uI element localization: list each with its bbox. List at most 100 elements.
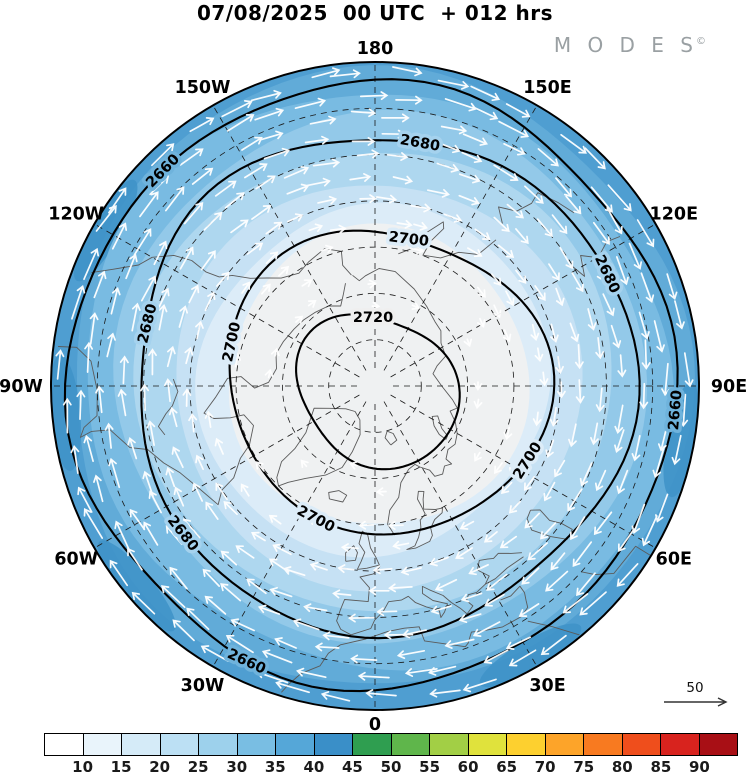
wind-arrow [595,336,605,360]
wind-arrow [214,437,224,455]
wind-arrow [192,482,204,502]
wind-arrow [246,242,264,255]
wind-arrow [226,113,255,132]
wind-arrow [443,213,463,223]
wind-arrow [468,563,489,576]
wind-arrow [179,148,204,166]
wind-arrow [493,304,502,319]
wind-arrow [83,434,94,463]
wind-arrow [568,423,577,448]
colorbar-cell [276,734,315,755]
wind-arrow [392,540,410,550]
colorbar-tick-label: 30 [226,758,248,776]
wind-arrow [683,352,694,388]
colorbar-tick-label: 65 [496,758,518,776]
latitude-circle [281,292,468,479]
wind-arrow [458,194,480,206]
wind-arrow [257,604,281,615]
shading-band [228,223,530,524]
wind-arrow [220,583,242,602]
wind-arrow [392,66,423,77]
wind-arrow [140,275,157,302]
wind-arrow [259,130,284,141]
wind-arrow [383,630,414,640]
wind-arrow [274,637,297,649]
wind-arrow [358,520,375,530]
coastline [406,490,443,551]
wind-arrow [164,186,185,212]
wind-arrow [388,583,413,593]
wind-arrow [584,147,606,170]
wind-arrow [83,247,100,281]
wind-arrow [576,572,596,597]
wind-arrow [349,173,372,182]
wind-arrow [261,649,293,664]
wind-arrow [509,461,518,476]
longitude-line [390,394,656,549]
wind-arrow [117,388,127,417]
wind-arrow [560,133,587,154]
wind-arrow [350,108,377,118]
wind-arrow [268,558,290,573]
wind-arrow [631,434,641,462]
colorbar-cell [353,734,392,755]
wind-arrow [309,115,337,125]
wind-arrow [220,550,238,566]
wind-arrow [320,244,334,254]
wind-arrow [203,211,223,231]
wind-arrow [413,221,428,231]
wind-arrow [595,387,605,413]
colorbar-cell [622,734,661,755]
wind-arrow [575,379,585,404]
colorbar-cell [468,734,507,755]
wind-arrow [550,552,566,571]
wind-arrow [472,621,501,637]
wind-arrow [463,338,473,348]
wind-arrow [173,486,185,507]
wind-arrow [506,203,524,219]
wind-arrow [178,305,189,328]
longitude-label-90W: 90W [0,377,43,397]
reference-arrow [664,697,728,707]
wind-arrow [639,382,649,410]
coastline [281,585,529,693]
longitude-line [383,401,538,667]
wind-arrow [169,566,188,590]
wind-arrow [614,429,625,454]
wind-arrow [241,281,251,294]
wind-arrow [111,222,128,250]
wind-arrow [503,426,513,441]
contour-2700 [228,229,556,536]
wind-arrow [555,177,573,198]
wind-arrow [232,352,242,368]
wind-arrow [499,535,518,549]
wind-arrow [340,543,359,553]
coastline [328,490,348,503]
wind-arrow [562,593,589,614]
map-layers: 2660266026602680268026802680270027002700… [51,62,699,710]
longitude-label-180: 180 [357,39,394,59]
wind-arrow [565,195,582,215]
polar-map: 2660266026602680268026802680270027002700… [0,39,747,732]
wind-arrow [375,487,387,497]
wind-arrow [308,223,324,233]
wind-arrow [474,228,491,240]
wind-arrow [283,165,310,179]
longitude-label-30E: 30E [529,676,565,696]
wind-arrow [594,469,607,492]
coastline [581,545,652,576]
wind-arrow [579,462,593,487]
modes-logo: M O D E S© [554,33,706,57]
colorbar-tick-label: 80 [611,758,633,776]
wind-arrow [527,542,549,561]
wind-arrow [617,354,627,378]
wind-arrow [616,469,629,495]
wind-arrow [477,317,486,328]
wind-arrow [614,404,624,434]
wind-arrow [142,470,154,497]
colorbar-tick-label: 70 [534,758,556,776]
wind-arrow [534,285,546,301]
wind-arrow [224,192,245,209]
wind-arrow [230,330,239,345]
